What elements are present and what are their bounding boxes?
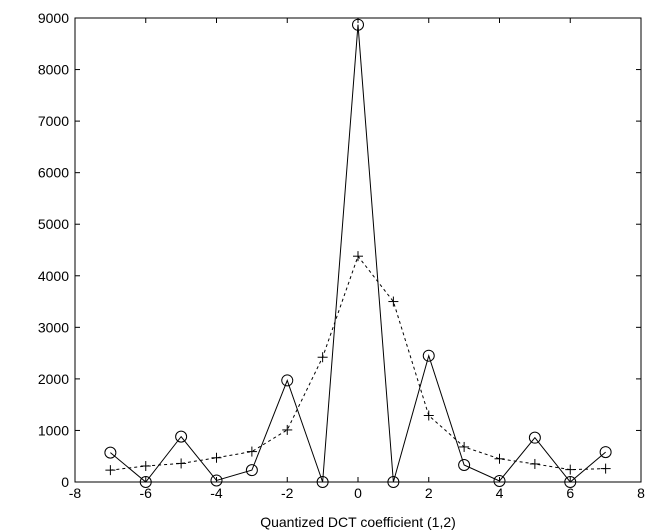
- y-tick-label: 3000: [38, 319, 69, 335]
- data-point-plus: [176, 458, 187, 469]
- data-point-circle: [352, 18, 364, 31]
- x-tick-label: 0: [354, 485, 362, 501]
- x-tick-label: 4: [496, 485, 504, 501]
- data-point-circle: [528, 431, 541, 444]
- data-point-plus: [423, 410, 434, 421]
- data-point-plus: [246, 446, 257, 457]
- x-tick-label: -4: [210, 485, 223, 501]
- y-tick-label: 0: [61, 474, 69, 490]
- data-point-circle: [493, 474, 506, 487]
- series-line-2: [110, 255, 606, 471]
- data-point-circle: [422, 349, 435, 362]
- axis-ticks: -8 -6 -4 -2 0 2 4 6 8 0 1000 2000 3000 4000 5000 6000 70…: [38, 10, 645, 501]
- y-tick-label: 1000: [38, 422, 69, 438]
- data-point-circle: [245, 464, 258, 477]
- x-tick-label: -6: [140, 485, 153, 501]
- data-point-circle: [175, 430, 188, 443]
- data-point-plus: [600, 463, 611, 474]
- series-line-1: [110, 24, 606, 483]
- data-point-plus: [282, 424, 293, 435]
- y-tick-label: 2000: [38, 371, 69, 387]
- data-point-plus: [459, 441, 470, 452]
- x-tick-label: 2: [425, 485, 433, 501]
- data-point-circle: [104, 446, 117, 459]
- data-point-plus: [353, 251, 363, 262]
- plot-frame: [74, 17, 642, 483]
- data-point-plus: [565, 464, 576, 475]
- y-tick-label: 6000: [38, 165, 69, 181]
- x-tick-label: 6: [566, 485, 574, 501]
- data-point-plus: [140, 461, 151, 472]
- series-markers: [104, 18, 612, 488]
- data-point-plus: [494, 453, 505, 464]
- data-point-plus: [317, 352, 328, 363]
- y-tick-label: 5000: [38, 216, 69, 232]
- data-point-plus: [388, 296, 399, 307]
- data-point-circle: [210, 474, 223, 487]
- y-tick-label: 4000: [38, 268, 69, 284]
- data-point-plus: [529, 458, 540, 469]
- y-tick-label: 8000: [38, 62, 69, 78]
- x-axis-label: Quantized DCT coefficient (1,2): [260, 514, 456, 530]
- x-tick-label: -2: [281, 485, 294, 501]
- y-tick-label: 7000: [38, 113, 69, 129]
- data-point-circle: [599, 446, 612, 459]
- x-tick-label: -8: [69, 485, 82, 501]
- data-point-plus: [211, 452, 222, 463]
- data-point-plus: [105, 465, 116, 476]
- y-tick-label: 9000: [38, 10, 69, 26]
- data-point-circle: [458, 458, 471, 471]
- data-point-circle: [281, 374, 294, 387]
- x-tick-label: 8: [637, 485, 645, 501]
